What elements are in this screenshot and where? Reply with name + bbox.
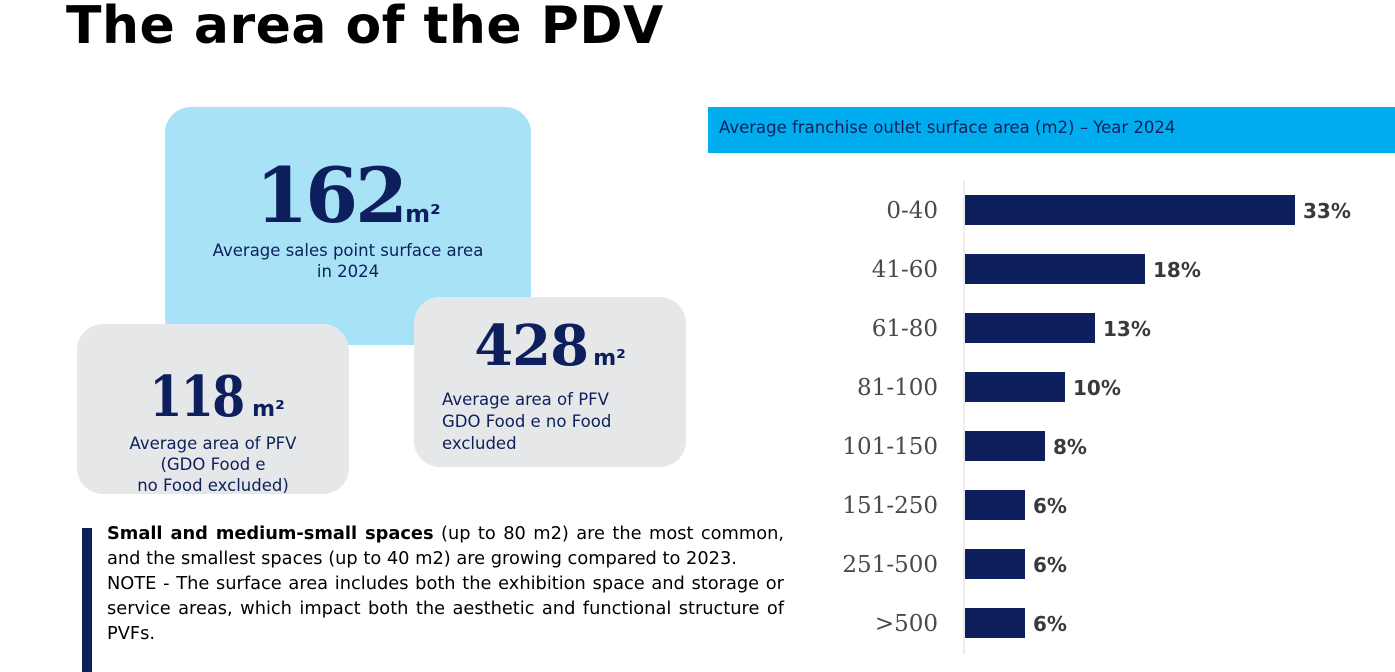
pfv-excluded-value: 118 [149, 364, 246, 430]
note-paragraph-rest: (up to 80 m2) are the most common, and t… [107, 523, 784, 569]
caption-line: no Food excluded) [137, 476, 289, 495]
bar-6 [965, 549, 1025, 579]
category-label: 81-100 [857, 375, 938, 401]
note-paragraph-spaces: Small and medium-small spaces (up to 80 … [107, 521, 784, 571]
caption-line: Average area of PFV [129, 434, 297, 453]
pfv-gdo-card: 428 m² Average area of PFV GDO Food e no… [414, 297, 686, 467]
pfv-gdo-caption: Average area of PFV GDO Food e no Food e… [442, 389, 676, 455]
category-label: 101-150 [842, 434, 938, 460]
caption-line: Average area of PFV [442, 390, 609, 409]
bar-0 [965, 195, 1295, 225]
average-area-unit: m² [405, 200, 441, 228]
caption-line: Average sales point surface area [212, 241, 484, 260]
pfv-gdo-unit: m² [593, 346, 626, 371]
note-text-block: Small and medium-small spaces (up to 80 … [107, 521, 784, 646]
category-label: 0-40 [886, 198, 938, 224]
category-label: 251-500 [842, 552, 938, 578]
bar-2 [965, 313, 1095, 343]
average-area-value: 162 [255, 151, 408, 240]
pfv-excluded-card: 118 m² Average area of PFV (GDO Food e no… [77, 324, 349, 496]
bar-7 [965, 608, 1025, 638]
value-label: 33% [1303, 199, 1351, 223]
note-paragraph-surface: NOTE - The surface area includes both th… [107, 573, 784, 644]
chart-header: Average franchise outlet surface area (m… [708, 107, 1395, 153]
surface-area-bar-chart: 0-40 33% 41-60 18% 61-80 13% 81-100 10% 101-150 8… [842, 180, 1351, 654]
pfv-excluded-caption: Average area of PFV (GDO Food e no Food … [77, 433, 349, 496]
value-label: 6% [1033, 612, 1067, 636]
pfv-excluded-unit: m² [252, 397, 285, 422]
value-label: 18% [1153, 258, 1201, 282]
value-label: 8% [1053, 435, 1087, 459]
average-area-card: 162m² Average sales point surface area i… [165, 107, 531, 345]
caption-line: (GDO Food e [160, 455, 266, 474]
caption-line: GDO Food e no Food [442, 412, 612, 431]
category-label: >500 [875, 611, 938, 637]
bar-3 [965, 372, 1065, 402]
value-label: 6% [1033, 494, 1067, 518]
page-title: The area of the PDV [66, 0, 664, 56]
note-accent-bar [82, 528, 92, 672]
bar-1 [965, 254, 1145, 284]
value-label: 10% [1073, 376, 1121, 400]
caption-line: excluded [442, 434, 517, 453]
value-label: 13% [1103, 317, 1151, 341]
category-label: 41-60 [872, 257, 938, 283]
value-label: 6% [1033, 553, 1067, 577]
caption-line: in 2024 [316, 262, 380, 281]
note-bold-lead: Small and medium-small spaces [107, 523, 434, 544]
bar-5 [965, 490, 1025, 520]
category-label: 61-80 [872, 316, 938, 342]
pfv-gdo-value: 428 [474, 313, 589, 379]
average-area-caption: Average sales point surface area in 2024 [165, 240, 531, 282]
chart-title: Average franchise outlet surface area (m… [719, 118, 1176, 137]
category-label: 151-250 [842, 493, 938, 519]
bar-4 [965, 431, 1045, 461]
